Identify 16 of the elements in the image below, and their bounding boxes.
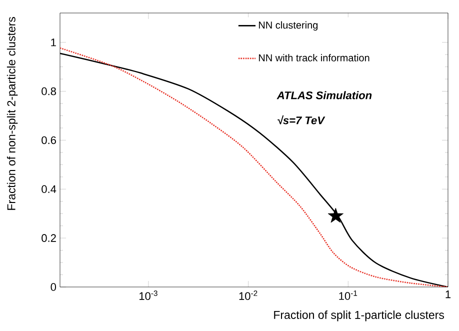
annotation: ATLAS Simulation: [276, 91, 372, 100]
y-tick-label: 1: [51, 38, 56, 46]
legend-label: NN clustering: [258, 21, 318, 31]
y-tick-label: 0: [50, 283, 56, 291]
annotation: √s=7 TeV: [278, 115, 326, 124]
x-tick-label: 10$^{-3}$: [140, 290, 158, 300]
y-tick-label: 0.6: [42, 136, 56, 144]
x-tick-label: 10$^{-2}$: [239, 290, 258, 300]
x-tick-label: 1: [446, 290, 451, 298]
y-tick-label: 0.4: [42, 185, 56, 194]
y-axis-title: Fraction of non-split 2-particle clusters: [6, 16, 18, 210]
x-axis-title: Fraction of split 1-particle clusters: [274, 310, 444, 322]
y-tick-label: 0.8: [42, 87, 56, 96]
x-tick-label: 10$^{-1}$: [339, 290, 358, 300]
legend-label: NN with track information: [258, 54, 370, 62]
y-tick-label: 0.2: [42, 234, 56, 242]
